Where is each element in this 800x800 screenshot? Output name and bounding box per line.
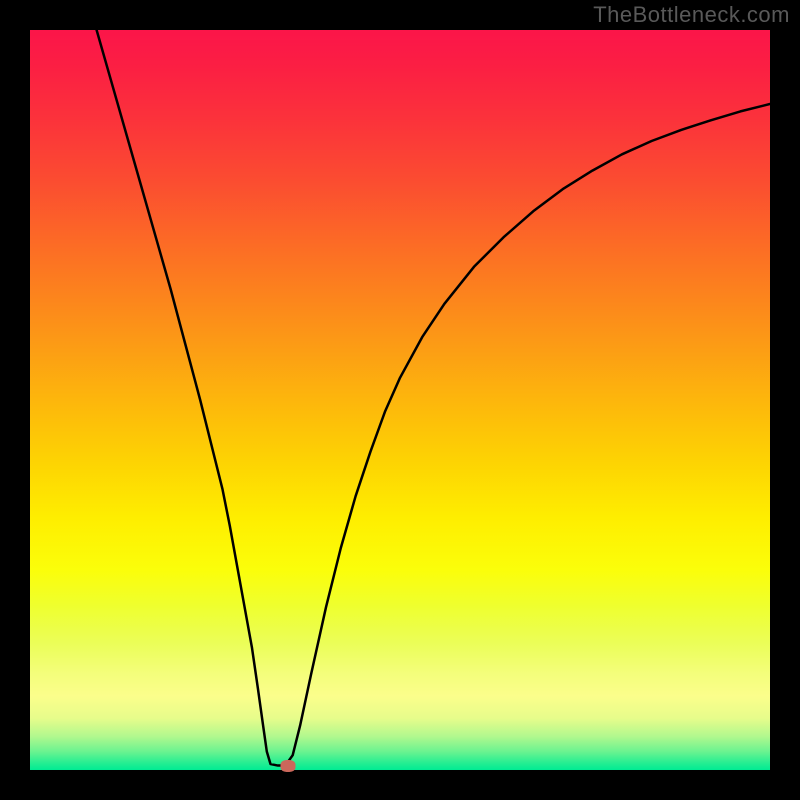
- watermark-text: TheBottleneck.com: [593, 2, 790, 28]
- plot-area: [30, 30, 770, 770]
- gradient-background: [30, 30, 770, 770]
- chart-container: TheBottleneck.com: [0, 0, 800, 800]
- optimal-point-marker: [280, 760, 295, 772]
- plot-svg: [30, 30, 770, 770]
